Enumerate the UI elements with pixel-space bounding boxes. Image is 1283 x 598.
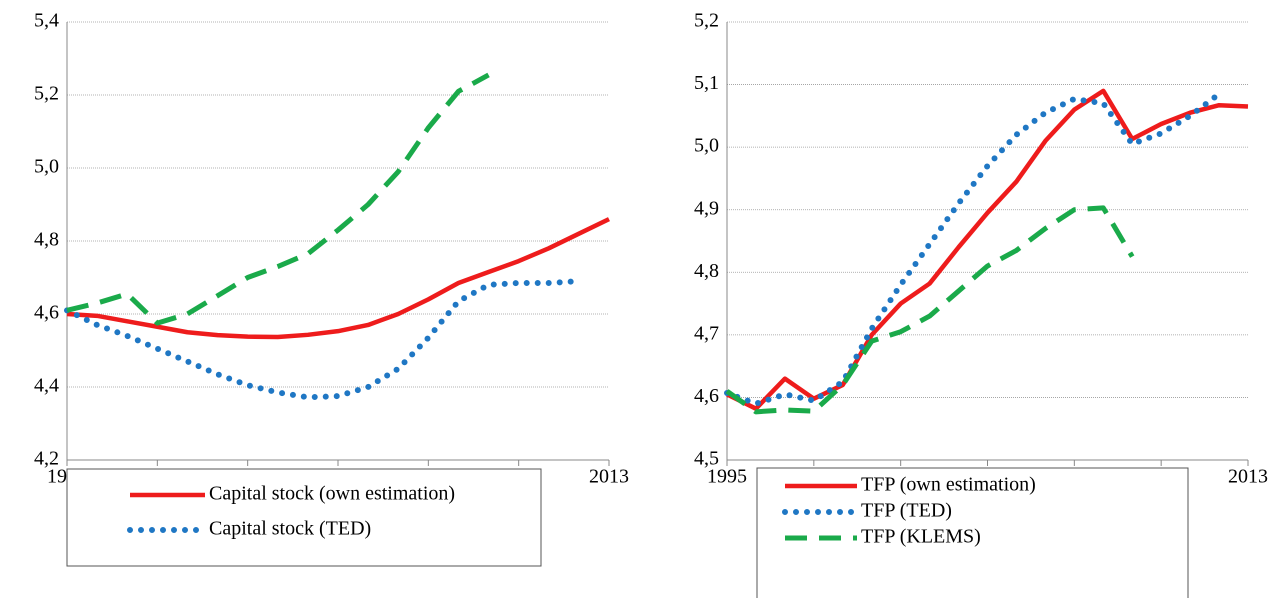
series-line	[66, 217, 610, 340]
series-line	[724, 90, 1223, 407]
legend-label: TFP (KLEMS)	[861, 526, 981, 548]
series-line	[66, 72, 490, 326]
y-tick-label: 4,6	[34, 302, 59, 324]
series-line	[725, 88, 1249, 411]
series-line	[64, 278, 582, 401]
y-tick-label: 4,7	[694, 322, 719, 344]
y-tick-label: 5,2	[34, 83, 59, 105]
y-tick-label: 5,0	[694, 135, 719, 157]
y-tick-label: 5,1	[694, 72, 719, 94]
y-tick-label: 4,6	[694, 385, 719, 407]
legend-box	[66, 468, 542, 567]
y-tick-label: 4,4	[34, 375, 59, 397]
y-tick-label: 5,4	[34, 10, 59, 32]
y-tick-label: 5,0	[34, 156, 59, 178]
legend-label: TFP (own estimation)	[861, 474, 1036, 496]
x-tick-label: 2013	[1228, 466, 1268, 488]
legend-box	[756, 467, 1189, 598]
y-tick-label: 4,5	[694, 448, 719, 470]
series-line	[725, 205, 1135, 415]
legend-label: Capital stock (TED)	[209, 518, 371, 540]
y-tick-label: 4,2	[34, 448, 59, 470]
x-tick-label: 2013	[589, 466, 629, 488]
legend-label: TFP (TED)	[861, 500, 952, 522]
y-tick-label: 4,8	[694, 260, 719, 282]
y-tick-label: 5,2	[694, 10, 719, 32]
legend-label: Capital stock (own estimation)	[209, 483, 455, 505]
y-tick-label: 4,9	[694, 197, 719, 219]
y-tick-label: 4,8	[34, 229, 59, 251]
x-tick-label: 1995	[707, 466, 747, 488]
